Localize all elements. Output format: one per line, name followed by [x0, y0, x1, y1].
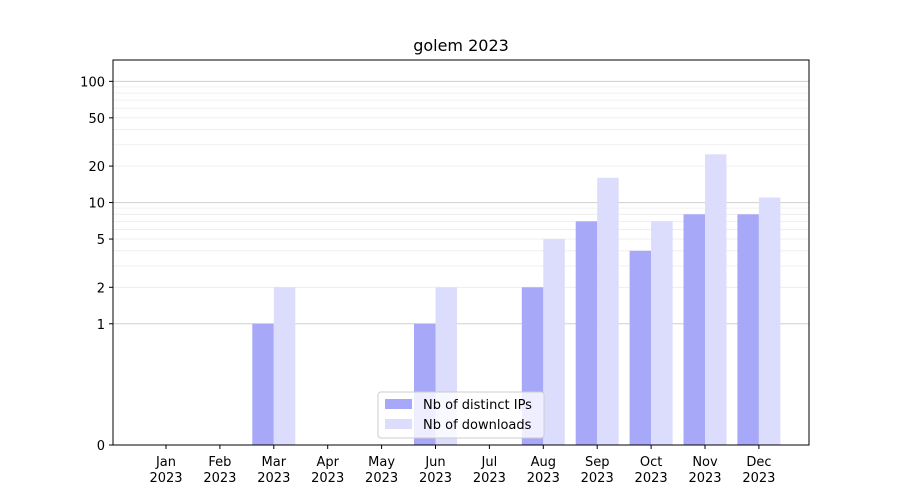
x-tick-label-line: Jan	[155, 455, 176, 470]
y-tick-label: 50	[88, 112, 105, 127]
bar-nb-of-downloads	[597, 177, 619, 445]
x-tick-label: Mar 2023	[257, 455, 290, 486]
bar-nb-of-distinct-ips	[683, 214, 705, 445]
legend-swatch	[385, 399, 412, 409]
x-tick-label-line: 2023	[311, 471, 344, 486]
x-tick-label: Dec 2023	[742, 455, 775, 486]
bars	[252, 154, 781, 445]
legend-swatch	[385, 419, 412, 429]
x-tick-label-line: Sep	[585, 455, 610, 470]
bar-nb-of-downloads	[651, 221, 673, 445]
x-tick-label-line: 2023	[688, 471, 721, 486]
x-tick-label-line: Jun	[424, 455, 445, 470]
x-tick-label-line: 2023	[527, 471, 560, 486]
y-tick-label: 10	[88, 197, 105, 212]
x-tick-label: Apr 2023	[311, 455, 344, 486]
x-tick-label: Feb 2023	[203, 455, 236, 486]
bar-nb-of-downloads	[273, 287, 296, 445]
y-tick-label: 20	[88, 160, 105, 175]
chart-title: golem 2023	[413, 36, 509, 55]
legend-label: Nb of downloads	[423, 418, 532, 433]
x-tick-label-line: Apr	[316, 455, 339, 470]
x-tick-label-line: Mar	[262, 455, 287, 470]
plot-frame	[112, 59, 810, 446]
x-tick-label: Nov 2023	[688, 455, 721, 486]
grid-lines	[113, 80, 809, 325]
x-tick-label-line: May	[368, 455, 395, 470]
x-tick-label-line: 2023	[581, 471, 614, 486]
bar-nb-of-distinct-ips	[737, 214, 759, 445]
x-tick-label-line: Jul	[481, 455, 498, 470]
bar-nb-of-distinct-ips	[629, 250, 652, 445]
x-tick-label: Jan 2023	[149, 455, 182, 486]
legend[interactable]: Nb of distinct IPs Nb of downloads	[377, 391, 545, 439]
y-tick-label: 1	[97, 318, 105, 333]
x-tick-label: Jul 2023	[473, 455, 506, 486]
x-tick-label-line: 2023	[742, 471, 775, 486]
x-tick-label-line: 2023	[473, 471, 506, 486]
x-tick-label-line: Aug	[531, 455, 556, 470]
x-tick-label-line: Nov	[692, 455, 718, 470]
bar-nb-of-downloads	[543, 239, 565, 445]
x-tick-label: Sep 2023	[581, 455, 614, 486]
legend-label: Nb of distinct IPs	[423, 398, 532, 413]
bar-nb-of-downloads	[705, 154, 727, 445]
x-tick-label-line: 2023	[365, 471, 398, 486]
bar-nb-of-distinct-ips	[252, 323, 274, 445]
bar-nb-of-downloads	[758, 197, 781, 445]
y-tick-label: 100	[80, 75, 105, 90]
x-tick-label: May 2023	[365, 455, 398, 486]
x-tick-label-line: Oct	[640, 455, 662, 470]
y-tick-label: 5	[97, 233, 105, 248]
x-tick-label: Oct 2023	[635, 455, 668, 486]
x-tick-label-line: Dec	[746, 455, 771, 470]
x-tick-label-line: 2023	[203, 471, 236, 486]
x-tick-label-line: 2023	[419, 471, 452, 486]
x-tick-label: Aug 2023	[527, 455, 560, 486]
x-tick-label-line: 2023	[257, 471, 290, 486]
y-tick-label: 0	[97, 439, 105, 454]
bar-nb-of-distinct-ips	[575, 221, 598, 445]
x-tick-label-line: Feb	[208, 455, 231, 470]
legend-box	[377, 391, 545, 439]
x-tick-label-line: 2023	[149, 471, 182, 486]
x-tick-label: Jun 2023	[419, 455, 452, 486]
y-tick-label: 2	[97, 281, 105, 296]
x-tick-label-line: 2023	[635, 471, 668, 486]
